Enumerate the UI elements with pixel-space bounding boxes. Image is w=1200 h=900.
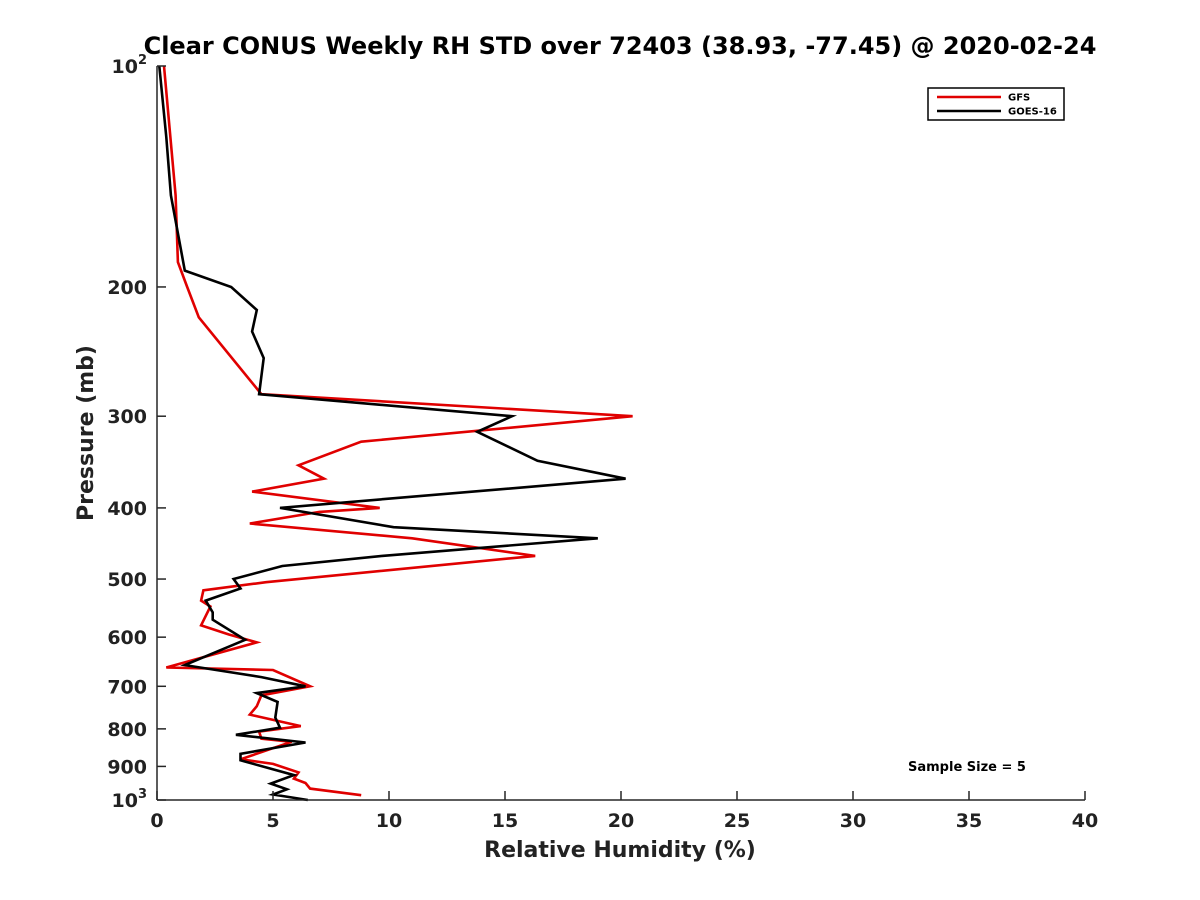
y-tick-label: 400 (107, 498, 147, 520)
x-tick-label: 35 (956, 810, 982, 832)
x-tick-label: 15 (492, 810, 518, 832)
y-tick-base: 900 (107, 756, 147, 778)
y-tick-base: 700 (107, 676, 147, 698)
y-tick-base: 500 (107, 569, 147, 591)
chart-title: Clear CONUS Weekly RH STD over 72403 (38… (144, 32, 1097, 60)
y-tick-label: 200 (107, 277, 147, 299)
x-tick-label: 40 (1072, 810, 1098, 832)
y-tick-label: 900 (107, 756, 147, 778)
axes: 0 5 10 15 20 25 30 35 40102200300400500600700800… (107, 53, 1098, 832)
legend-box (927, 87, 1065, 121)
sample-size-annotation: Sample Size = 5 (908, 760, 1026, 775)
x-tick-label: 20 (608, 810, 634, 832)
y-axis-label: Pressure (mb) (74, 345, 99, 521)
series-layer (158, 65, 633, 802)
x-tick-label: 30 (840, 810, 866, 832)
y-tick-base: 200 (107, 277, 147, 299)
y-tick-label: 300 (107, 406, 147, 428)
y-tick-label: 800 (107, 719, 147, 741)
y-tick-label: 103 (112, 787, 148, 812)
legend: GFS GOES-16 (927, 87, 1065, 121)
y-tick-label: 600 (107, 627, 147, 649)
y-tick-base: 400 (107, 498, 147, 520)
y-tick-label: 700 (107, 676, 147, 698)
legend-label: GFS (1008, 93, 1030, 104)
x-tick-label: 10 (376, 810, 402, 832)
x-tick-label: 0 (150, 810, 163, 832)
x-axis-label: Relative Humidity (%) (484, 838, 756, 863)
y-tick-base: 300 (107, 406, 147, 428)
y-tick-base: 800 (107, 719, 147, 741)
x-tick-label: 5 (266, 810, 279, 832)
y-tick-base: 10 (112, 56, 138, 78)
y-tick-label: 102 (112, 53, 148, 78)
y-tick-base: 10 (112, 790, 138, 812)
y-tick-base: 600 (107, 627, 147, 649)
series-line-goes-16 (158, 65, 626, 802)
y-tick-exponent: 2 (138, 53, 147, 68)
legend-label: GOES-16 (1008, 107, 1057, 118)
y-tick-exponent: 3 (138, 787, 147, 802)
x-tick-label: 25 (724, 810, 750, 832)
y-tick-label: 500 (107, 569, 147, 591)
